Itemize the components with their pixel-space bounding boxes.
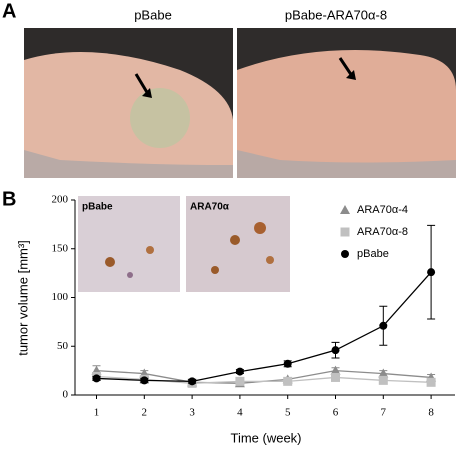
panel-letter: B — [2, 188, 16, 210]
marker — [379, 321, 388, 330]
y-tick-label: 50 — [57, 340, 69, 352]
inset-right — [186, 196, 290, 292]
marker — [427, 268, 436, 277]
marker — [92, 374, 101, 383]
panel-letter: A — [2, 0, 16, 22]
legend-label: ARA70α-4 — [357, 204, 408, 216]
marker — [330, 365, 341, 375]
y-tick-label: 200 — [52, 194, 69, 206]
x-tick-label: 2 — [142, 407, 148, 419]
photo-label: pBabe-ARA70α-8 — [285, 7, 387, 22]
marker — [426, 377, 436, 387]
x-tick-label: 4 — [237, 407, 243, 419]
marker — [140, 376, 149, 385]
marker — [378, 368, 389, 378]
legend-label: pBabe — [357, 248, 389, 260]
y-tick-label: 100 — [52, 291, 69, 303]
y-axis-label: tumor volume [mm³] — [15, 240, 30, 356]
inset-left — [78, 196, 180, 292]
x-tick-label: 5 — [285, 407, 291, 419]
photo-right — [237, 28, 456, 178]
x-tick-label: 7 — [381, 407, 387, 419]
legend-marker — [340, 227, 350, 237]
photo-label: pBabe — [134, 7, 172, 22]
inset-label: pBabe — [82, 202, 113, 213]
y-tick-label: 0 — [63, 389, 69, 401]
photo-left — [24, 28, 233, 178]
y-tick-label: 150 — [52, 242, 69, 254]
legend-marker — [340, 205, 350, 214]
marker — [283, 359, 292, 368]
legend-label: ARA70α-8 — [357, 226, 408, 238]
x-tick-label: 8 — [428, 407, 434, 419]
marker — [378, 375, 388, 385]
marker — [235, 376, 245, 386]
marker — [235, 367, 244, 376]
legend-marker — [341, 250, 349, 258]
x-axis-label: Time (week) — [230, 430, 301, 445]
marker — [331, 346, 340, 355]
marker — [331, 372, 341, 382]
x-tick-label: 3 — [189, 407, 195, 419]
marker — [188, 377, 197, 386]
x-tick-label: 1 — [94, 407, 100, 419]
inset-label: ARA70α — [190, 202, 230, 213]
series-line — [96, 271, 432, 383]
marker — [283, 376, 293, 386]
x-tick-label: 6 — [333, 407, 339, 419]
